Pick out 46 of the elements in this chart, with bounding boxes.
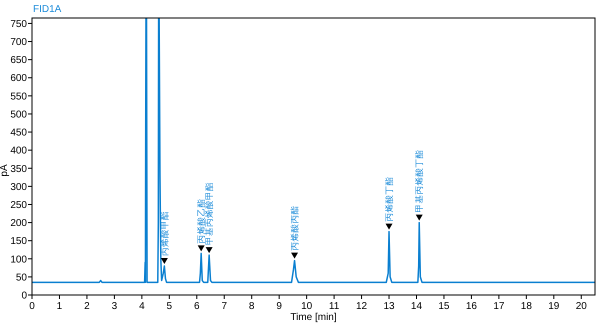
- x-tick-label: 13: [383, 301, 396, 312]
- x-axis-title: Time [min]: [290, 312, 337, 323]
- x-tick-label: 4: [139, 301, 146, 312]
- y-tick-label: 250: [10, 200, 28, 211]
- x-tick-label: 16: [466, 301, 478, 312]
- x-tick-label: 6: [194, 301, 200, 312]
- y-tick-label: 100: [10, 254, 28, 266]
- y-tick-label: 150: [10, 236, 28, 248]
- y-tick-label: 550: [10, 91, 28, 102]
- annotation: 丙烯酸乙酯: [196, 198, 206, 244]
- x-tick-label: 2: [84, 301, 90, 312]
- annotation: 甲基丙烯酸丁酯: [414, 150, 424, 213]
- y-tick-label: 600: [10, 73, 28, 84]
- x-tick-label: 3: [112, 301, 118, 312]
- y-tick-label: 450: [10, 128, 28, 139]
- y-axis-title: pA: [0, 164, 10, 177]
- x-tick-label: 18: [520, 301, 532, 312]
- x-tick-label: 17: [493, 301, 505, 312]
- annotation: 丙烯酸甲酯: [159, 211, 170, 256]
- x-tick-label: 14: [410, 301, 422, 312]
- y-tick-label: 50: [16, 272, 28, 284]
- y-tick-label: 700: [10, 37, 28, 48]
- y-tick-label: 500: [10, 109, 28, 120]
- x-tick-label: 1: [56, 301, 63, 312]
- x-tick-label: 7: [221, 301, 228, 312]
- x-tick-label: 0: [29, 301, 36, 312]
- annotation: 丙烯酸丙酯: [290, 206, 300, 251]
- x-tick-label: 15: [438, 301, 450, 312]
- chart-title: FID1A: [33, 4, 62, 15]
- y-tick-label: 350: [10, 164, 28, 175]
- y-tick-label: 300: [10, 182, 28, 193]
- y-tick-label: 0: [21, 290, 28, 302]
- x-tick-label: 10: [301, 301, 313, 312]
- y-tick-label: 750: [10, 18, 28, 30]
- x-tick-label: 19: [548, 301, 560, 312]
- x-tick-label: 5: [166, 301, 173, 312]
- y-tick-label: 650: [10, 55, 28, 66]
- x-tick-label: 9: [276, 301, 282, 312]
- annotation: 甲基丙烯酸甲酯: [204, 182, 214, 246]
- y-tick-label: 200: [10, 218, 28, 230]
- y-tick-label: 400: [10, 146, 28, 157]
- x-tick-label: 11: [328, 301, 340, 312]
- x-tick-label: 8: [248, 301, 255, 312]
- annotation: 丙烯酸丁酯: [384, 176, 394, 222]
- x-tick-label: 20: [576, 301, 588, 312]
- x-tick-label: 12: [356, 301, 368, 312]
